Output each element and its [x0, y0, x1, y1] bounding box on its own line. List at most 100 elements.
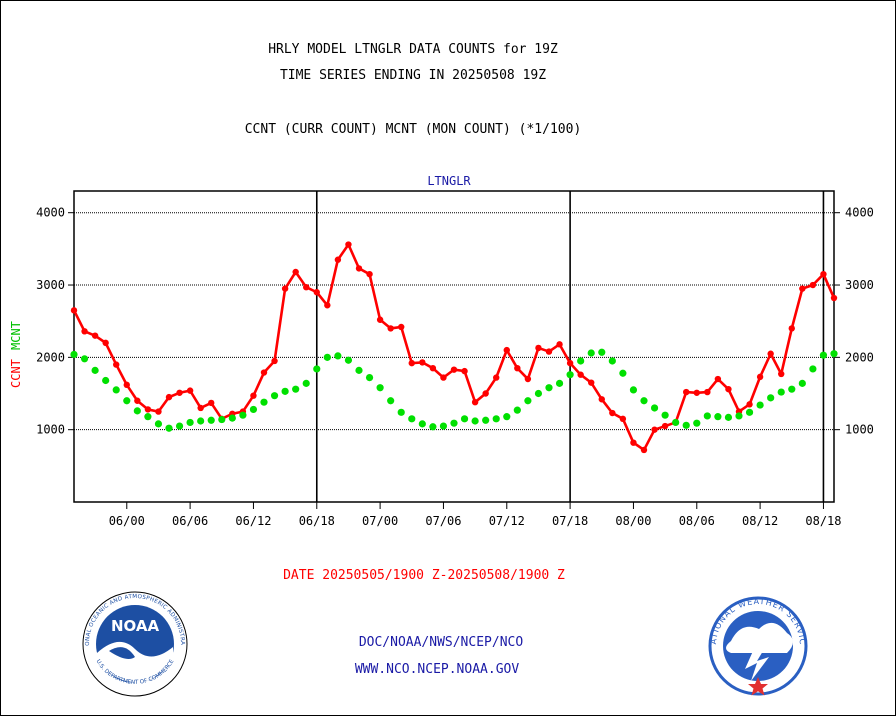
data-point-mcnt: [566, 371, 574, 379]
x-tick-label: 07/06: [425, 514, 461, 528]
data-point-ccnt: [756, 373, 764, 381]
data-point-mcnt: [292, 385, 300, 393]
data-point-ccnt: [419, 359, 426, 366]
data-point-ccnt: [186, 387, 194, 394]
tick-layer: 1000 1000 2000 2000 3000 3000 4000 4000 06/00 06/…: [36, 206, 874, 528]
data-point-mcnt: [460, 415, 469, 423]
data-point-ccnt: [376, 316, 384, 323]
data-point-mcnt: [767, 394, 775, 402]
data-point-ccnt: [429, 364, 437, 372]
data-point-ccnt: [461, 367, 468, 375]
data-point-mcnt: [640, 397, 648, 405]
data-point-mcnt: [819, 351, 828, 359]
data-point-mcnt: [334, 352, 342, 360]
y-tick-label-right: 2000: [845, 350, 874, 364]
data-point-mcnt: [577, 357, 585, 365]
data-point-ccnt: [630, 439, 637, 446]
data-point-ccnt: [450, 366, 458, 373]
data-point-ccnt: [809, 281, 817, 289]
data-point-mcnt: [714, 413, 722, 421]
x-tick-label: 06/18: [299, 514, 335, 528]
data-point-ccnt: [208, 399, 215, 407]
data-point-ccnt: [324, 302, 331, 309]
data-point-mcnt: [313, 365, 321, 373]
data-point-mcnt: [144, 413, 152, 421]
y-tick-label-left: 3000: [36, 278, 65, 292]
data-point-mcnt: [830, 350, 838, 358]
x-tick-label: 06/12: [235, 514, 271, 528]
data-point-mcnt: [661, 411, 669, 419]
data-point-mcnt: [545, 384, 553, 392]
data-point-mcnt: [207, 416, 215, 424]
data-point-mcnt: [492, 415, 500, 423]
x-tick-label: 06/06: [172, 514, 208, 528]
data-point-mcnt: [80, 355, 89, 363]
data-point-ccnt: [281, 285, 289, 292]
panel-label: LTNGLR: [427, 174, 471, 188]
data-point-mcnt: [355, 366, 363, 374]
data-point-ccnt: [70, 307, 78, 314]
data-point-ccnt: [609, 409, 616, 417]
data-point-ccnt: [767, 350, 774, 357]
data-point-mcnt: [672, 418, 680, 427]
data-point-mcnt: [387, 397, 395, 405]
data-point-mcnt: [408, 415, 416, 423]
footer-website[interactable]: WWW.NCO.NCEP.NOAA.GOV: [355, 662, 520, 677]
data-point-ccnt: [271, 357, 278, 365]
data-point-ccnt: [799, 285, 806, 292]
data-point-ccnt: [197, 404, 204, 412]
data-point-ccnt: [250, 392, 257, 399]
data-point-ccnt: [598, 396, 605, 403]
data-point-mcnt: [91, 366, 99, 374]
x-tick-label: 08/18: [805, 514, 841, 528]
x-tick-label: 06/00: [109, 514, 145, 528]
data-point-mcnt: [650, 404, 659, 412]
day-boundary-layer: [315, 191, 825, 502]
data-point-mcnt: [228, 414, 236, 422]
data-point-mcnt: [513, 406, 521, 414]
y-tick-label-right: 3000: [845, 278, 874, 292]
data-point-ccnt: [313, 289, 320, 296]
plot-area: [73, 190, 835, 503]
data-point-mcnt: [344, 356, 353, 364]
data-point-ccnt: [524, 375, 532, 383]
data-point-mcnt: [365, 374, 374, 382]
data-point-ccnt: [155, 408, 162, 415]
grid-layer: [74, 212, 834, 431]
data-point-mcnt: [397, 408, 405, 416]
y-tick-label-right: 4000: [845, 206, 874, 220]
data-point-mcnt: [175, 422, 184, 430]
data-point-mcnt: [788, 385, 796, 393]
y-tick-label-left: 2000: [36, 350, 65, 364]
data-point-mcnt: [693, 419, 701, 427]
data-point-ccnt: [503, 346, 510, 354]
data-point-ccnt: [260, 369, 268, 376]
data-point-ccnt: [334, 256, 342, 263]
data-point-ccnt: [366, 270, 373, 278]
x-tick-label: 08/06: [679, 514, 715, 528]
y-axis-label-ccnt: CCNT: [9, 359, 23, 388]
data-point-mcnt: [724, 413, 733, 421]
footer-org-path: DOC/NOAA/NWS/NCEP/NCO: [359, 635, 524, 650]
data-point-mcnt: [239, 411, 247, 419]
data-point-mcnt: [302, 379, 310, 387]
data-point-ccnt: [482, 390, 489, 397]
series-layer: [70, 241, 838, 454]
data-point-ccnt: [113, 361, 120, 368]
x-tick-label: 07/12: [489, 514, 525, 528]
data-point-mcnt: [323, 353, 331, 361]
data-point-mcnt: [619, 369, 627, 377]
data-point-ccnt: [693, 389, 700, 396]
data-point-mcnt: [777, 388, 785, 396]
data-point-mcnt: [429, 423, 437, 431]
data-point-ccnt: [355, 265, 363, 272]
data-point-ccnt: [588, 379, 595, 386]
x-tick-label: 08/12: [742, 514, 778, 528]
data-point-mcnt: [418, 420, 426, 428]
data-point-ccnt: [619, 415, 627, 423]
data-point-ccnt: [514, 364, 521, 372]
data-point-mcnt: [439, 422, 448, 430]
data-point-ccnt: [535, 344, 542, 352]
